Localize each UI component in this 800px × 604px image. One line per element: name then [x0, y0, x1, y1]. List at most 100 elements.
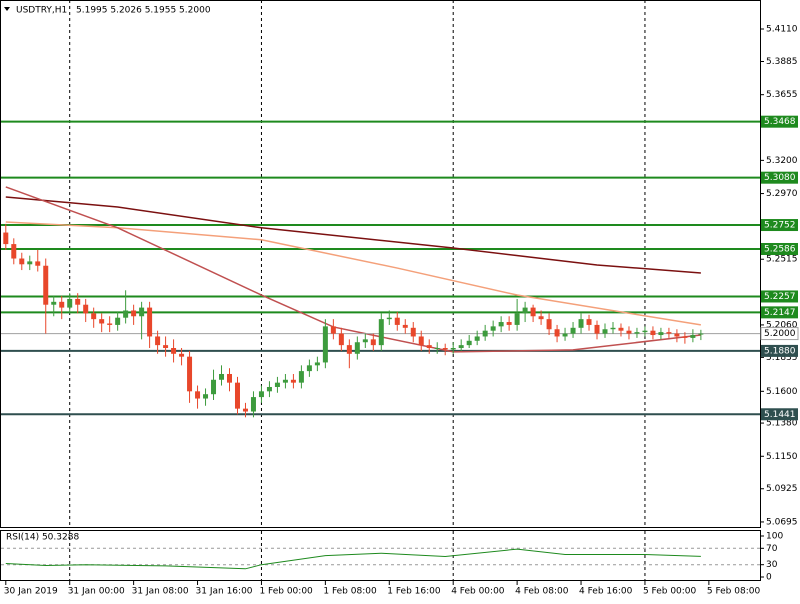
candle-body [91, 313, 97, 320]
level-label-box [761, 306, 798, 319]
rsi-panel [1, 531, 760, 580]
y-tick-label: 5.1380 [766, 419, 798, 429]
menu-arrow[interactable] [4, 7, 10, 11]
x-tick-label: 4 Feb 16:00 [579, 587, 633, 597]
level-label: 5.2586 [764, 244, 796, 254]
candle-body [482, 330, 488, 337]
candle-body [234, 382, 240, 409]
rsi-tick-label: 100 [766, 532, 783, 542]
candle-body [474, 336, 480, 341]
candle-body [418, 336, 424, 346]
y-tick-label: 5.1835 [766, 353, 798, 363]
candle-body [370, 339, 376, 346]
candle-body [43, 265, 49, 305]
candle-body [147, 307, 153, 337]
x-tick-label: 1 Feb 16:00 [387, 587, 441, 597]
candle-body [11, 244, 17, 259]
level-label: 5.2147 [764, 308, 796, 318]
candle-body [67, 298, 73, 308]
candle-body [298, 371, 304, 383]
candle-body [698, 333, 704, 335]
candle-body [195, 391, 201, 399]
y-tick-label: 5.2515 [766, 255, 798, 265]
candle-body [274, 382, 280, 387]
candle-body [402, 324, 408, 328]
candle-body [83, 304, 89, 314]
candle-body [250, 397, 256, 412]
x-tick-label: 31 Jan 16:00 [196, 587, 253, 597]
level-label-box [761, 408, 798, 421]
candle-body [554, 329, 560, 337]
candle-body [602, 329, 608, 334]
candle-body [3, 232, 9, 245]
candle-body [586, 319, 592, 325]
candle-body [450, 348, 456, 350]
y-tick-label: 5.2970 [766, 189, 798, 199]
rsi-label: RSI(14) 50.3288 [6, 533, 79, 543]
level-label-box [761, 171, 798, 184]
candle-body [27, 261, 33, 265]
rsi-tick-label: 30 [766, 560, 778, 570]
candle-body [322, 326, 328, 363]
rsi-panel-border [0, 530, 761, 581]
candle-body [306, 365, 312, 372]
price-panel-border [0, 0, 761, 528]
candle-body [59, 301, 65, 308]
x-tick-label: 31 Jan 00:00 [68, 587, 125, 597]
candle-body [330, 326, 336, 334]
x-tick-label: 31 Jan 08:00 [132, 587, 189, 597]
candle-body [506, 322, 512, 325]
candle-body [546, 319, 552, 330]
candle-body [642, 330, 648, 333]
symbol: USDTRY,H1 [16, 6, 67, 16]
candle-body [226, 373, 232, 383]
candle-body [242, 408, 248, 412]
x-tick-label: 5 Feb 00:00 [643, 587, 697, 597]
level-label-box [761, 115, 798, 128]
candle-body [386, 317, 392, 320]
level-label: 5.1441 [764, 410, 796, 420]
candle-body [442, 348, 448, 350]
candle-body [115, 317, 121, 325]
y-tick-label: 5.0695 [766, 517, 798, 527]
moving-average [5, 196, 701, 274]
candle-body [394, 317, 400, 325]
y-tick-label: 5.2060 [766, 320, 798, 330]
candle-body [290, 379, 296, 383]
candle-body [346, 345, 352, 354]
candle-body [131, 310, 137, 317]
candle-body [266, 386, 272, 392]
candle-body [163, 345, 169, 349]
candle-body [258, 391, 264, 398]
candle-body [538, 316, 544, 320]
candle-body [674, 333, 680, 337]
level-label-box [761, 344, 798, 357]
level-label: 5.2257 [764, 292, 796, 302]
candle-body [458, 345, 464, 349]
level-label-box [761, 242, 798, 255]
candle-body [562, 333, 568, 337]
y-tick-label: 5.0925 [766, 484, 798, 494]
candle-body [99, 319, 105, 324]
level-label: 5.1880 [764, 346, 796, 356]
candle-body [466, 340, 472, 346]
header-prices: 5.1995 5.2026 5.1955 5.2000 [76, 6, 211, 16]
x-tick-label: 5 Feb 08:00 [707, 587, 761, 597]
candle-body [570, 327, 576, 334]
candle-body [362, 339, 368, 343]
candle-body [658, 332, 664, 336]
x-tick-label: 4 Feb 08:00 [515, 587, 569, 597]
candle-body [426, 345, 432, 349]
candle-body [187, 356, 193, 392]
candle-body [139, 307, 145, 317]
level-label: 5.3080 [764, 173, 796, 183]
level-label-box [761, 290, 798, 303]
x-tick-label: 30 Jan 2019 [4, 587, 58, 597]
x-tick-label: 1 Feb 08:00 [323, 587, 377, 597]
candle-body [338, 333, 344, 346]
y-tick-label: 5.3200 [766, 156, 798, 166]
candle-body [490, 326, 496, 331]
candle-body [634, 332, 640, 334]
candle-body [179, 353, 185, 357]
